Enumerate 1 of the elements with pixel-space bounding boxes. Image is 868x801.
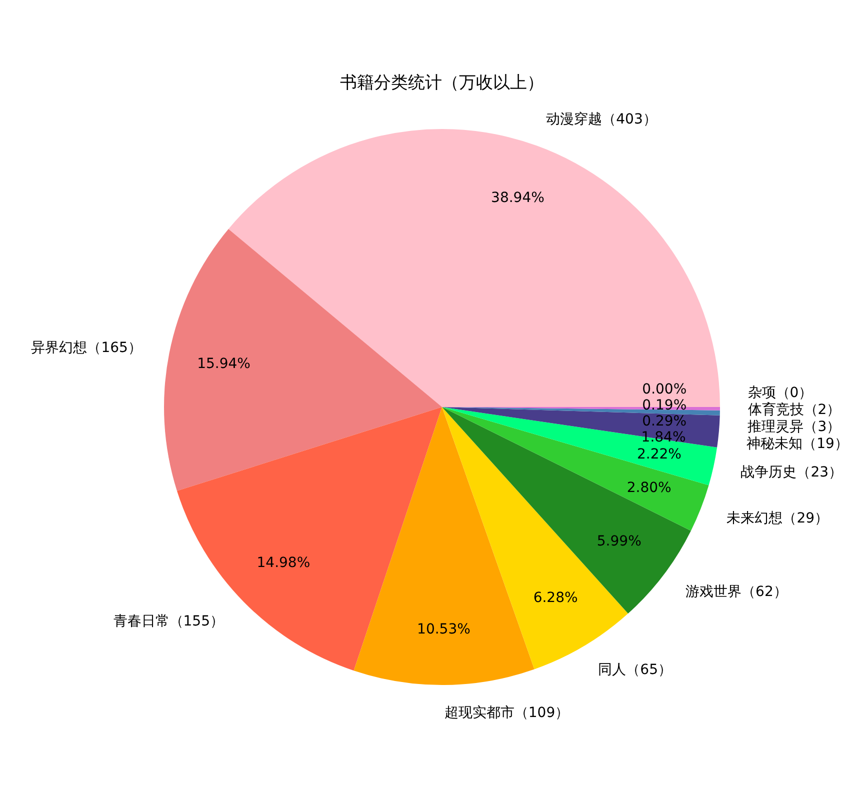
title: 书籍分类统计（万收以上） bbox=[340, 73, 544, 93]
